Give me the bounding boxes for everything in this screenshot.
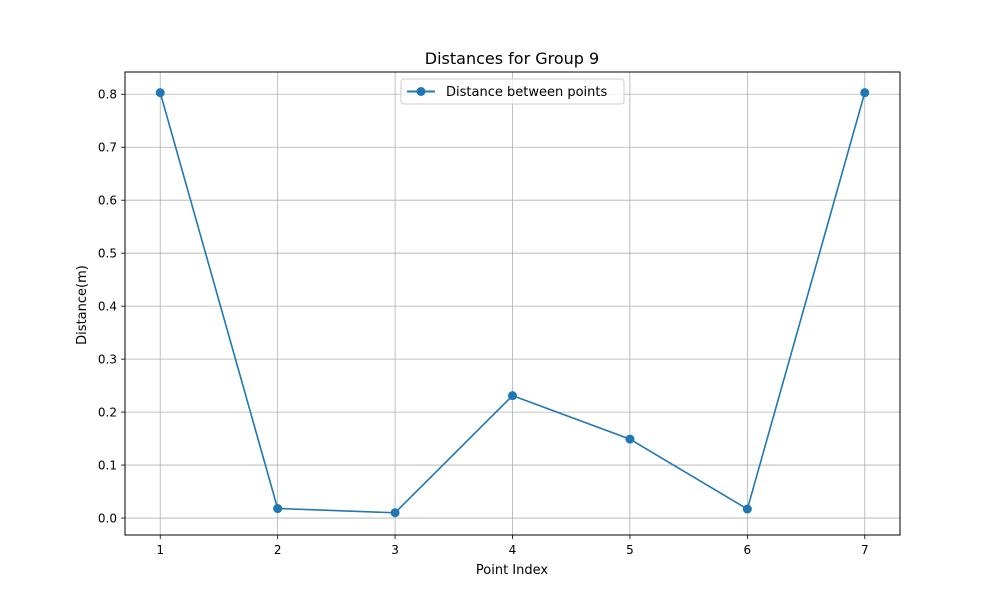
grid-lines (125, 72, 900, 535)
chart-title: Distances for Group 9 (425, 49, 599, 68)
y-tick-label: 0.1 (98, 459, 117, 473)
data-point (508, 391, 517, 401)
y-tick-label: 0.4 (98, 300, 117, 314)
legend-marker-swatch (416, 87, 426, 96)
y-tick-label: 0.7 (98, 141, 117, 155)
x-tick-label: 7 (861, 543, 869, 557)
legend: Distance between points (400, 78, 625, 105)
y-tick-label: 0.3 (98, 353, 117, 367)
y-tick-label: 0.6 (98, 194, 117, 208)
data-point (155, 88, 165, 98)
x-tick-label: 2 (274, 543, 282, 557)
y-axis-label: Distance(m) (75, 265, 90, 345)
data-point (742, 504, 752, 514)
legend-box (400, 78, 625, 105)
y-tick-label: 0.5 (98, 247, 117, 261)
data-point (625, 434, 635, 444)
axis-ticks: 1 2 3 4 5 6 7 0.0 0.1 0.2 0.3 0.4 0.5 0.6 0.7 0.8 (98, 88, 869, 557)
x-axis-label: Point Index (476, 563, 549, 578)
y-tick-label: 0.8 (98, 88, 117, 102)
data-point (390, 508, 400, 518)
data-point (860, 88, 870, 98)
y-tick-label: 0.2 (98, 406, 117, 420)
x-tick-label: 4 (509, 543, 517, 557)
x-tick-label: 5 (626, 543, 634, 557)
legend-label: Distance between points (446, 85, 607, 100)
x-tick-label: 3 (391, 543, 399, 557)
x-tick-label: 1 (156, 543, 164, 557)
y-tick-label: 0.0 (98, 512, 117, 526)
data-series (155, 88, 870, 518)
data-point (273, 504, 283, 514)
x-tick-label: 6 (744, 543, 752, 557)
